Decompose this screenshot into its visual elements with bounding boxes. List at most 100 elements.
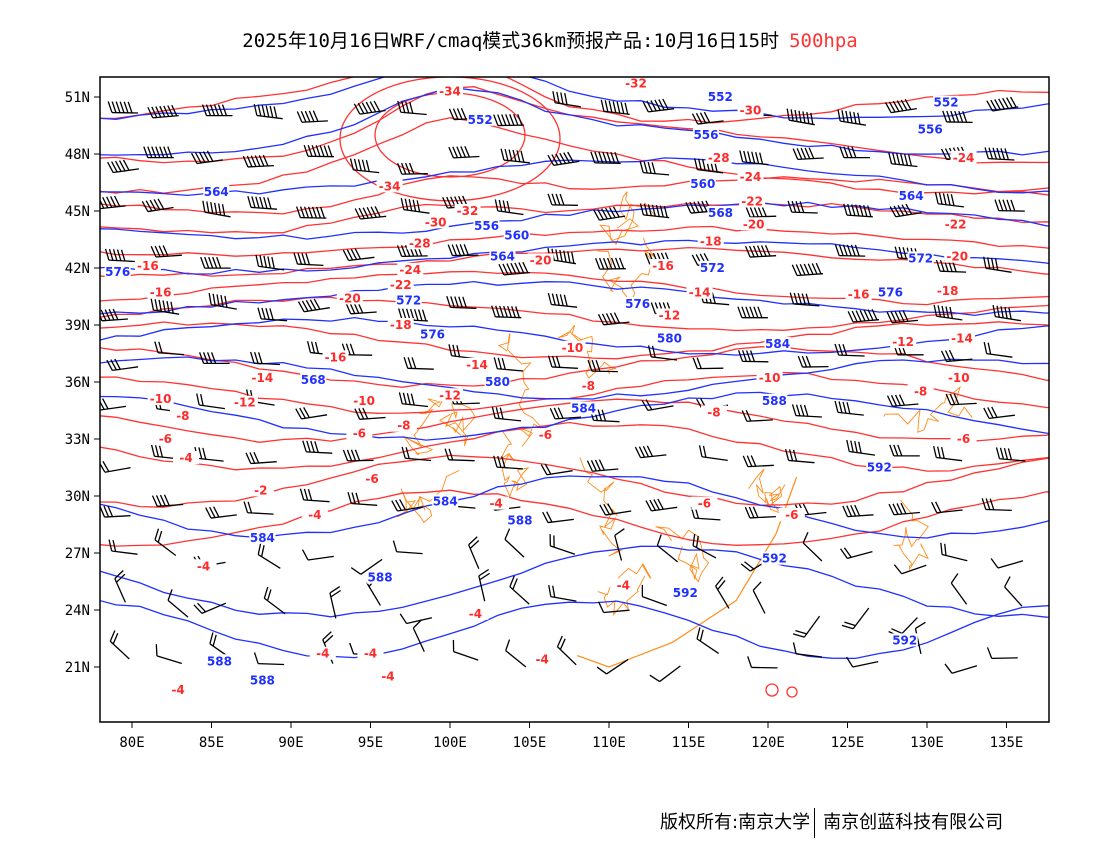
wind-barb [886, 394, 919, 407]
temperature-label-bg [374, 669, 401, 683]
height-label-bg [506, 513, 533, 527]
height-contour [100, 157, 1049, 197]
temperature-label-bg [610, 578, 637, 592]
temperature-label-bg [739, 194, 766, 208]
temperature-label-bg [173, 451, 200, 464]
wind-barb [986, 96, 1019, 112]
height-label: 564 [899, 189, 924, 203]
wind-barb [205, 506, 237, 519]
wind-barb [752, 581, 766, 614]
temperature-label: -6 [539, 428, 552, 442]
height-contour [100, 77, 1049, 120]
wind-barb [792, 615, 821, 638]
wind-barb [837, 109, 867, 126]
temperature-label-bg [950, 432, 977, 445]
temperature-label: -4 [316, 647, 329, 661]
temperature-label: -10 [353, 394, 375, 408]
temperature-label: -24 [953, 151, 975, 165]
wind-barb [167, 589, 189, 618]
temperature-label: -20 [743, 217, 765, 231]
height-contour [100, 201, 1049, 240]
wind-barb [263, 586, 286, 615]
border-line [893, 499, 929, 571]
wind-barb [400, 197, 430, 214]
wind-barb [933, 445, 963, 462]
height-label: 564 [204, 185, 229, 199]
wind-barb [100, 308, 128, 322]
temperature-label: -16 [848, 288, 870, 302]
wind-barb [478, 568, 490, 602]
wind-barb [468, 536, 480, 569]
temperature-label-bg [387, 278, 414, 292]
wind-barb [446, 296, 477, 309]
lon-tick-label: 125E [831, 735, 865, 751]
wind-barb [935, 259, 967, 273]
temperature-label: -4 [308, 508, 321, 522]
temperature-label-bg [147, 392, 174, 406]
wind-barb [399, 613, 433, 625]
temperature-label-bg [169, 409, 196, 423]
wind-barb [295, 407, 328, 420]
wind-barb [834, 343, 865, 357]
temperature-label-bg [740, 217, 767, 231]
temperature-contour [786, 686, 798, 698]
wind-barb [942, 110, 973, 124]
wind-barb [739, 150, 769, 166]
temperature-label: -12 [234, 396, 256, 410]
temperature-label: -12 [659, 309, 681, 323]
wind-barb [493, 113, 524, 127]
temperature-label: -16 [150, 286, 172, 300]
wind-barb [299, 488, 330, 503]
wind-barb [243, 501, 274, 515]
height-label-bg [761, 393, 788, 407]
wind-barb [597, 312, 630, 326]
wind-barb [593, 206, 626, 221]
wind-barb [200, 256, 231, 269]
temperature-label-bg [147, 285, 174, 299]
height-label-bg [907, 251, 934, 265]
wind-barb [802, 531, 823, 562]
temperature-label: -6 [698, 497, 711, 511]
height-label-bg [707, 205, 734, 219]
height-label-bg [656, 331, 683, 345]
temperature-label: -14 [689, 286, 711, 300]
temperature-label: -20 [946, 250, 968, 264]
wind-barb [303, 144, 335, 158]
height-contour [100, 391, 1049, 441]
height-label: 576 [420, 328, 445, 342]
height-label-bg [877, 285, 904, 299]
temperature-contour [100, 246, 1049, 278]
height-label-bg [249, 530, 276, 544]
height-contour [100, 599, 1049, 660]
lat-tick-label: 27N [65, 546, 90, 562]
temperature-contour [100, 421, 1049, 472]
wind-barb [255, 254, 285, 271]
wind-barb [253, 103, 283, 120]
height-contour [100, 545, 1049, 618]
map-title: 2025年10月16日WRF/cmaq模式36km预报产品:10月16日15时 5… [0, 26, 1100, 53]
wind-barb [150, 245, 182, 258]
wind-barb [549, 407, 582, 420]
lon-tick-label: 105E [513, 735, 547, 751]
temperature-label-bg [527, 253, 554, 267]
wind-barb [190, 150, 223, 165]
wind-barb [448, 145, 480, 159]
height-label: 584 [433, 495, 458, 509]
temperature-contour [100, 225, 1049, 257]
wind-barb [950, 573, 968, 605]
height-label-bg [689, 177, 716, 191]
wind-barb [737, 350, 769, 363]
wind-barb [509, 575, 530, 605]
height-contour [100, 86, 1049, 156]
temperature-label: -24 [399, 263, 421, 277]
height-label: 588 [207, 654, 232, 668]
wind-barb [784, 448, 815, 464]
temperature-label: -10 [562, 341, 584, 355]
temperature-label: -18 [700, 234, 722, 248]
temperature-label-bg [397, 262, 424, 276]
contour-labels: -32 -34 -30 -34 -28 -24 -24 -32 -30 -22 -20 -28 -18 -… [104, 76, 977, 697]
wind-barb [934, 192, 964, 208]
temperature-contour [100, 346, 1049, 388]
height-label: 572 [700, 261, 725, 275]
wind-barb [108, 539, 138, 555]
